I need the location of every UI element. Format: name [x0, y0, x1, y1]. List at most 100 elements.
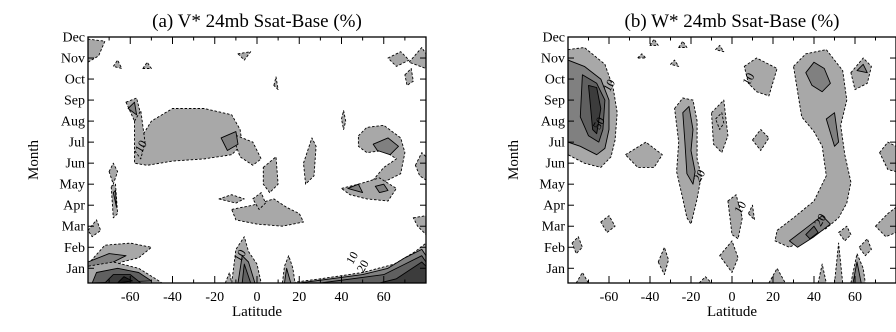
contour-layer — [568, 38, 896, 283]
x-tick-label: 20 — [766, 290, 780, 305]
contour-region — [224, 272, 233, 283]
x-tick-label: 60 — [848, 290, 862, 305]
contour-region — [825, 112, 840, 147]
contour-region — [218, 194, 245, 204]
y-tick-label: May — [59, 178, 85, 193]
x-tick-label: 60 — [377, 290, 391, 305]
contour-region — [805, 61, 831, 93]
contour-region — [637, 53, 647, 59]
contour-region — [850, 57, 872, 91]
y-tick-label: Jan — [66, 262, 85, 277]
contour-region — [575, 272, 589, 283]
contour-region — [408, 47, 426, 69]
contour-region — [387, 51, 410, 67]
contour-region — [838, 225, 852, 242]
contour-region — [108, 162, 119, 185]
contour-region — [670, 59, 680, 67]
y-tick-label: Jul — [549, 136, 565, 151]
contour-region — [374, 183, 389, 194]
y-axis-label: Month — [506, 140, 522, 181]
x-tick-label: -60 — [600, 290, 619, 305]
x-tick-label: -60 — [121, 290, 140, 305]
contour-region — [237, 51, 252, 61]
contour-region — [715, 112, 725, 130]
contour-region — [678, 40, 688, 48]
contour-region — [649, 38, 659, 46]
contour-region — [727, 194, 743, 240]
contour-region — [571, 236, 583, 255]
contour-region — [414, 152, 426, 181]
x-tick-label: -20 — [205, 290, 224, 305]
y-tick-label: Mar — [62, 220, 86, 235]
y-tick-label: Aug — [61, 115, 85, 130]
contour-region — [412, 215, 426, 236]
x-tick-label: 40 — [807, 290, 821, 305]
contour-region — [284, 267, 292, 283]
contour-region — [241, 263, 252, 283]
contour-region — [747, 204, 755, 221]
contour-region — [117, 276, 133, 283]
y-tick-label: Dec — [542, 31, 565, 46]
contour-region — [357, 124, 406, 183]
y-tick-label: Jun — [546, 157, 565, 172]
contour-layer — [88, 38, 426, 283]
contour-region — [220, 131, 239, 151]
contour-region — [682, 105, 696, 185]
contour-region — [303, 137, 317, 185]
contour-region — [624, 141, 663, 168]
contour-region — [262, 156, 279, 194]
contour-region — [698, 276, 712, 283]
contour-region — [112, 190, 117, 208]
contour-region — [404, 68, 414, 86]
y-axis-label: Month — [26, 140, 42, 181]
x-axis-label: Latitude — [707, 304, 757, 320]
y-tick-label: Jun — [66, 157, 85, 172]
contour-region — [341, 177, 397, 202]
contour-region — [834, 242, 844, 283]
panel-a: (a) V* 24mb Ssat-Base (%) Jan Feb Mar Apr May… — [26, 11, 427, 320]
contour-region — [752, 129, 770, 151]
y-tick-label: Mar — [542, 220, 566, 235]
y-tick-label: Apr — [63, 199, 85, 214]
contour-region — [134, 110, 146, 160]
contour-region — [588, 84, 602, 135]
contour-region — [657, 246, 669, 276]
contour-region — [805, 225, 819, 240]
panel-b: (b) W* 24mb Ssat-Base (%) Jan Feb Mar Apr May… — [506, 11, 896, 320]
contour-region — [817, 263, 827, 283]
contour-region — [341, 110, 347, 130]
contour-region — [252, 192, 266, 210]
y-tick-label: Jul — [69, 136, 85, 151]
y-tick-label: Dec — [62, 31, 85, 46]
x-tick-label: 40 — [335, 290, 349, 305]
y-tick-label: Apr — [543, 199, 565, 214]
chart-title: (a) V* 24mb Ssat-Base (%) — [152, 11, 362, 32]
contour-region — [858, 238, 872, 257]
contour-region — [88, 219, 102, 238]
contour-region — [127, 101, 138, 116]
x-tick-label: 0 — [254, 290, 261, 305]
y-tick-label: Sep — [544, 94, 565, 109]
y-tick-label: Oct — [65, 73, 85, 88]
y-tick-label: Jan — [546, 262, 565, 277]
y-tick-label: Oct — [545, 73, 565, 88]
x-tick-label: -40 — [163, 290, 182, 305]
contour-region — [600, 215, 616, 233]
y-tick-label: Nov — [541, 52, 565, 67]
contour-region — [372, 137, 399, 156]
contour-region — [719, 240, 739, 273]
contour-region — [88, 38, 106, 63]
contour-region — [743, 57, 778, 97]
y-tick-label: Nov — [61, 52, 85, 67]
contour-region — [875, 206, 896, 238]
contour-region — [347, 183, 364, 194]
chart-title: (b) W* 24mb Ssat-Base (%) — [625, 11, 840, 32]
contour-region — [879, 141, 896, 173]
contour-region — [142, 61, 152, 69]
contour-region — [856, 63, 868, 74]
contour-region — [231, 133, 262, 166]
x-tick-label: -20 — [682, 290, 701, 305]
contour-region — [715, 44, 725, 53]
x-tick-label: -40 — [641, 290, 660, 305]
